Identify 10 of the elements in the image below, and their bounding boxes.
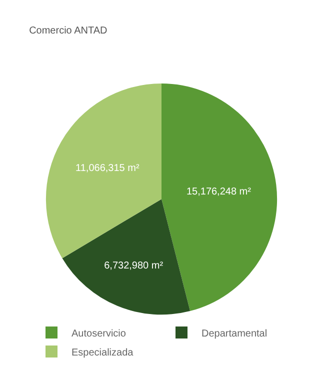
data-label: 11,066,315 m² — [76, 163, 140, 174]
data-label: 15,176,248 m² — [186, 186, 252, 198]
pie-slice — [62, 199, 190, 315]
legend-label: Departamental — [202, 328, 268, 340]
pie-slice — [162, 84, 277, 312]
legend-label: Especializada — [72, 347, 134, 358]
pie-slice — [46, 84, 162, 258]
data-label: 6,732,980 m² — [104, 260, 164, 272]
legend-label: Autoservicio — [72, 328, 126, 340]
chart-title: Comercio ANTAD — [29, 25, 108, 36]
